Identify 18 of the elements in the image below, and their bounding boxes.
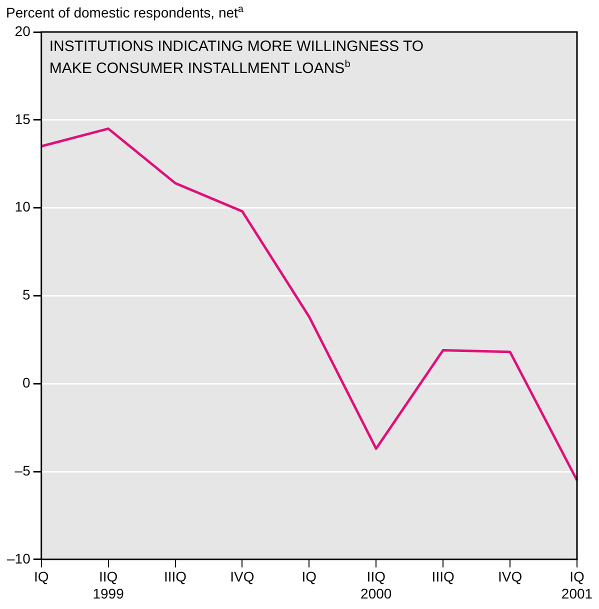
x-tick-label: IIIQ bbox=[432, 568, 454, 585]
x-tick-label: IQ 2001 bbox=[561, 568, 593, 602]
x-tick-label: IVQ bbox=[230, 568, 254, 585]
y-tick-label: 0 bbox=[22, 374, 31, 390]
y-tick-label: 5 bbox=[22, 286, 31, 303]
x-tick-label: IIQ 2000 bbox=[360, 568, 392, 602]
x-tick-label: IIIQ bbox=[164, 568, 187, 585]
y-axis-title: Percent of domestic respondents, net$^{a}$ bbox=[6, 4, 244, 21]
text: INSTITUTIONS INDICATING MORE WILLINGNESS TO MAKE CONSUMER INSTALLMENT LOANS$^{b}$ bbox=[49, 38, 425, 78]
y-tick-label: –10 bbox=[7, 550, 31, 566]
y-tick-label: 20 bbox=[14, 22, 31, 39]
x-tick-label: IIQ 1999 bbox=[92, 568, 124, 602]
x-tick-label: IQ bbox=[34, 568, 49, 585]
x-tick-label: IVQ bbox=[498, 568, 522, 585]
y-tick-label: 15 bbox=[14, 110, 31, 127]
y-tick-label: –5 bbox=[14, 462, 31, 478]
x-tick-label: IQ bbox=[302, 568, 317, 585]
y-tick-label: 10 bbox=[14, 198, 31, 215]
